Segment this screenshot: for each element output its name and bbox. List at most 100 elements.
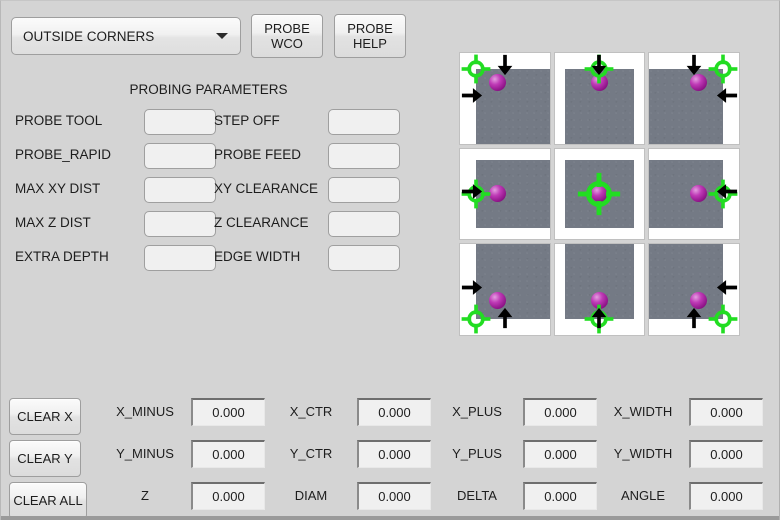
probing-parameters-title: PROBING PARAMETERS <box>129 82 288 97</box>
arrow-left-icon <box>716 85 738 112</box>
param-row: MAX XY DIST XY CLEARANCE <box>15 177 415 203</box>
clear-all-button[interactable]: CLEAR ALL <box>9 482 87 519</box>
probe-cell-middle-right[interactable] <box>648 147 740 241</box>
clear-all-button-label: CLEAR ALL <box>13 492 83 508</box>
probe-cell-bottom-right[interactable] <box>648 243 740 336</box>
crosshair-icon <box>461 304 491 334</box>
result-label-x-ctr: X_CTR <box>289 404 333 419</box>
probe-help-button-line2: HELP <box>353 36 387 51</box>
probe-tip-sphere <box>489 74 507 92</box>
probe-position-grid <box>459 52 740 336</box>
param-label-probe-rapid: PROBE_RAPID <box>15 147 112 162</box>
crosshair-icon <box>461 54 491 84</box>
arrow-up-icon <box>588 307 610 334</box>
workpiece-block <box>565 69 634 144</box>
probe-wco-button-line1: PROBE <box>264 20 310 36</box>
workpiece-block <box>649 159 723 229</box>
result-value-z[interactable]: 0.000 <box>191 482 265 510</box>
probe-wco-button-line2: WCO <box>271 36 303 51</box>
probe-cell-bottom-center[interactable] <box>553 243 646 336</box>
arrow-left-icon <box>716 276 738 303</box>
result-label-x-minus: X_MINUS <box>116 404 174 419</box>
param-input-probe-rapid[interactable] <box>144 143 216 169</box>
param-row: PROBE TOOL STEP OFF <box>15 109 415 135</box>
result-label-y-plus: Y_PLUS <box>452 446 502 461</box>
arrow-down-icon <box>588 54 610 81</box>
param-label-edge-width: EDGE WIDTH <box>214 249 301 264</box>
probe-tip-sphere <box>489 292 507 310</box>
result-label-y-width: Y_WIDTH <box>613 446 673 461</box>
probe-mode-select-value: OUTSIDE CORNERS <box>23 28 155 44</box>
clear-x-button-label: CLEAR X <box>17 408 73 424</box>
probe-help-button[interactable]: PROBE HELP <box>334 14 406 58</box>
param-label-extra-depth: EXTRA DEPTH <box>15 249 109 264</box>
arrow-up-icon <box>683 307 705 334</box>
param-input-probe-feed[interactable] <box>328 143 400 169</box>
param-row: MAX Z DIST Z CLEARANCE <box>15 211 415 237</box>
probe-cell-bottom-left[interactable] <box>459 243 551 336</box>
param-input-xy-clearance[interactable] <box>328 177 400 203</box>
probe-cell-top-center[interactable] <box>553 52 646 145</box>
probe-cell-center[interactable] <box>553 147 646 241</box>
param-input-edge-width[interactable] <box>328 245 400 271</box>
param-row: EXTRA DEPTH EDGE WIDTH <box>15 245 415 271</box>
arrow-right-icon <box>461 85 483 112</box>
probe-tip-sphere <box>690 292 708 310</box>
param-label-max-z-dist: MAX Z DIST <box>15 215 91 230</box>
workpiece-block <box>476 69 550 144</box>
probe-tip-sphere <box>489 185 507 203</box>
arrow-left-icon <box>716 180 738 207</box>
clear-y-button-label: CLEAR Y <box>17 450 73 466</box>
crosshair-icon <box>577 172 621 216</box>
clear-y-button[interactable]: CLEAR Y <box>9 440 81 477</box>
clear-x-button[interactable]: CLEAR X <box>9 398 81 435</box>
probe-cell-middle-left[interactable] <box>459 147 551 241</box>
param-input-probe-tool[interactable] <box>144 109 216 135</box>
result-value-x-width[interactable]: 0.000 <box>689 398 763 426</box>
result-label-diam: DIAM <box>294 488 328 503</box>
result-label-x-width: X_WIDTH <box>613 404 673 419</box>
param-label-max-xy-dist: MAX XY DIST <box>15 181 101 196</box>
result-value-diam[interactable]: 0.000 <box>357 482 431 510</box>
result-value-y-width[interactable]: 0.000 <box>689 440 763 468</box>
param-input-z-clearance[interactable] <box>328 211 400 237</box>
param-row: PROBE_RAPID PROBE FEED <box>15 143 415 169</box>
chevron-down-icon <box>216 33 228 39</box>
probe-wco-button[interactable]: PROBE WCO <box>251 14 323 58</box>
param-input-extra-depth[interactable] <box>144 245 216 271</box>
param-label-xy-clearance: XY CLEARANCE <box>214 181 319 196</box>
result-label-delta: DELTA <box>457 488 497 503</box>
result-value-y-minus[interactable]: 0.000 <box>191 440 265 468</box>
param-label-probe-tool: PROBE TOOL <box>15 113 103 128</box>
arrow-down-icon <box>494 54 516 81</box>
arrow-right-icon <box>461 180 483 207</box>
crosshair-icon <box>708 54 738 84</box>
probe-cell-top-right[interactable] <box>648 52 740 145</box>
param-input-step-off[interactable] <box>328 109 400 135</box>
result-value-delta[interactable]: 0.000 <box>523 482 597 510</box>
result-label-z: Z <box>141 488 149 503</box>
result-value-y-plus[interactable]: 0.000 <box>523 440 597 468</box>
workpiece-block <box>649 69 723 144</box>
param-label-step-off: STEP OFF <box>214 113 280 128</box>
result-value-x-minus[interactable]: 0.000 <box>191 398 265 426</box>
crosshair-icon <box>708 304 738 334</box>
result-label-angle: ANGLE <box>620 488 666 503</box>
probe-tip-sphere <box>590 185 608 203</box>
probe-tip-sphere <box>690 74 708 92</box>
arrow-down-icon <box>683 54 705 81</box>
result-label-x-plus: X_PLUS <box>452 404 502 419</box>
arrow-right-icon <box>461 276 483 303</box>
result-label-y-minus: Y_MINUS <box>116 446 174 461</box>
result-value-x-plus[interactable]: 0.000 <box>523 398 597 426</box>
probe-mode-select[interactable]: OUTSIDE CORNERS <box>11 17 241 55</box>
result-value-angle[interactable]: 0.000 <box>689 482 763 510</box>
param-input-max-xy-dist[interactable] <box>144 177 216 203</box>
probe-cell-top-left[interactable] <box>459 52 551 145</box>
result-value-y-ctr[interactable]: 0.000 <box>357 440 431 468</box>
probe-help-button-line1: PROBE <box>347 20 393 36</box>
param-label-z-clearance: Z CLEARANCE <box>214 215 309 230</box>
result-value-x-ctr[interactable]: 0.000 <box>357 398 431 426</box>
param-input-max-z-dist[interactable] <box>144 211 216 237</box>
